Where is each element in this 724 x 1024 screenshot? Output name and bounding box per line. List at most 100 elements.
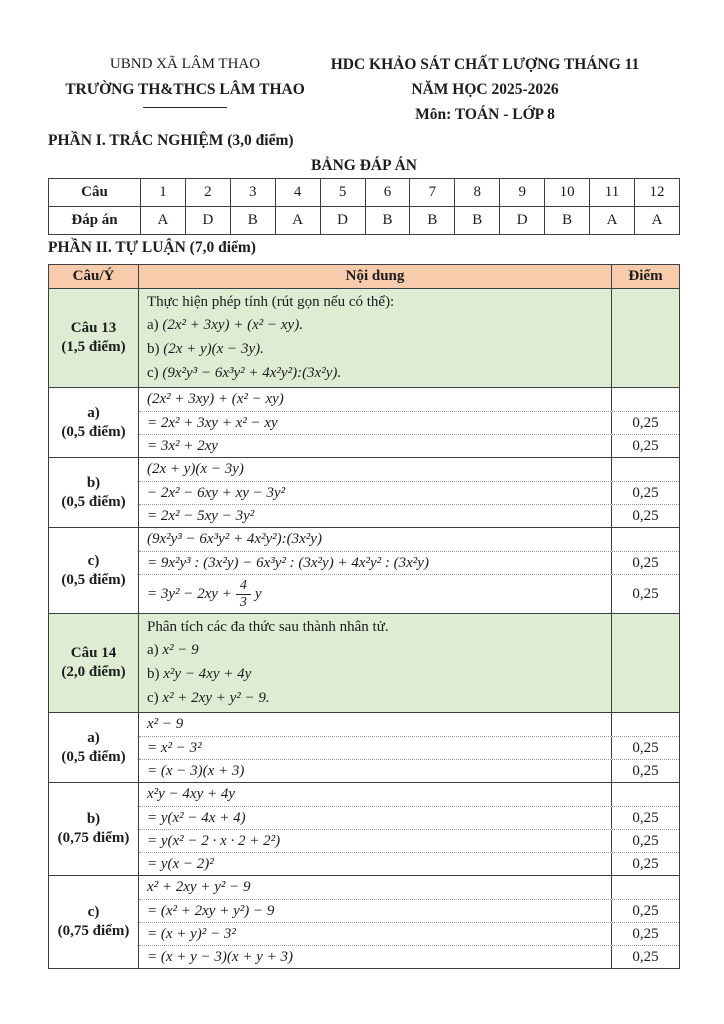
question-number-cell: 4 [274,178,321,207]
header-left: UBND XÃ LÂM THAO TRƯỜNG TH&THCS LÂM THAO [50,52,320,108]
math-expression: y [254,585,262,602]
math-expression: = 2x² − 5xy − 3y² [147,507,255,524]
question-line: b) (2x + y)(x − 3y). [147,337,605,361]
math-expression: = x² − 3² [147,739,202,756]
math-expression: (2x² + 3xy) + (x² − xy). [162,317,303,333]
question-label-line: Câu 14 [70,645,117,661]
block-body: x² + 2xy + y² − 9 = (x² + 2xy + y²) − 9 0,… [139,876,679,968]
question-label: b) (0,5 điểm) [49,458,139,527]
question-number-cell: 6 [364,178,411,207]
answer-letter-cell: A [589,206,635,235]
solution-step-row: x²y − 4xy + 4y [139,783,679,806]
question-number-cell: 5 [319,178,366,207]
solution-step-row: = (x − 3)(x + 3) 0,25 [139,759,679,782]
answer-block: c) (0,75 điểm) x² + 2xy + y² − 9 = (x² + 2x… [49,875,679,968]
org-name: UBND XÃ LÂM THAO [109,56,261,72]
point-value: 0,25 [611,807,679,829]
question-row: Thực hiện phép tính (rút gọn nếu có thể)… [139,289,679,387]
block-body: x²y − 4xy + 4y = y(x² − 4x + 4) 0,25 = y(x²… [139,783,679,875]
school-year: NĂM HỌC 2025-2026 [411,81,559,98]
answer-letter-cell: B [454,206,501,235]
solution-step-row: (2x + y)(x − 3y) [139,458,679,481]
point-value [611,713,679,736]
answer-letter-cell: A [633,206,681,235]
solution-step-row: = (x + y)² − 3² 0,25 [139,922,679,945]
math-expression: (2x² + 3xy) + (x² − xy) [147,391,284,407]
solution-table: Câu/Ý Nội dung Điểm Câu 13 (1,5 điểm) Thực… [48,264,680,969]
answer-letter-cell: D [319,206,366,235]
solution-step: = y(x² − 2 · x · 2 + 2²) [139,830,611,852]
solution-step-row: (2x² + 3xy) + (x² − xy) [139,388,679,411]
question-item-label: a) [147,642,163,658]
question-content: Phân tích các đa thức sau thành nhân tử.… [139,614,611,712]
solution-step: = y(x − 2)² [139,853,611,875]
question-number-cell: 9 [499,178,546,207]
table-row: Câu 1 2 3 4 5 6 7 8 9 10 11 12 [48,178,681,207]
solution-step-row: = x² − 3² 0,25 [139,736,679,759]
answer-block: b) (0,75 điểm) x²y − 4xy + 4y = y(x² − 4x +… [49,782,679,875]
math-expression: x² − 9 [147,716,184,732]
answer-block: c) (0,5 điểm) (9x²y³ − 6x³y² + 4x²y²):(3x²… [49,527,679,613]
solution-step: (2x + y)(x − 3y) [139,458,611,481]
point-value [611,876,679,899]
question-item-label: b) [147,341,164,357]
math-expression: x²y − 4xy + 4y [147,786,236,802]
math-expression: x² + 2xy + y² − 9. [162,690,270,706]
question-block: Câu 14 (2,0 điểm) Phân tích các đa thức sa… [49,613,679,712]
question-label: Câu 14 (2,0 điểm) [49,614,139,712]
math-expression: x² + 2xy + y² − 9 [147,879,251,895]
fraction-denominator: 3 [239,595,247,610]
question-number-cell: 10 [544,178,591,207]
question-block: Câu 13 (1,5 điểm) Thực hiện phép tính (rút… [49,288,679,387]
question-label-line: c) [87,552,100,569]
answer-letter-cell: A [140,206,186,235]
question-line: b) x²y − 4xy + 4y [147,662,605,686]
header-divider [143,107,227,108]
question-number-cell: 7 [409,178,456,207]
math-expression: − 2x² − 6xy + xy − 3y² [147,484,286,501]
part1-title: PHẦN I. TRẮC NGHIỆM (3,0 điểm) [48,132,294,149]
question-label: a) (0,5 điểm) [49,713,139,782]
solution-step: = (x + y)² − 3² [139,923,611,945]
column-header-diem: Điểm [611,265,679,288]
solution-step: = 3y² − 2xy +4 3 y [139,575,611,613]
question-label-line: (0,5 điểm) [61,423,126,440]
block-body: (2x² + 3xy) + (x² − xy) = 2x² + 3xy + x² … [139,388,679,457]
question-line: a) (2x² + 3xy) + (x² − xy). [147,313,605,337]
question-line: a) x² − 9 [147,638,605,662]
math-expression: = y(x² − 2 · x · 2 + 2²) [147,832,281,849]
subject-line: Môn: TOÁN - LỚP 8 [415,106,555,123]
header-right: HDC KHẢO SÁT CHẤT LƯỢNG THÁNG 11 NĂM HỌC… [325,52,645,127]
question-number-cell: 8 [454,178,501,207]
answer-letter-cell: B [229,206,276,235]
question-line: Thực hiện phép tính (rút gọn nếu có thể)… [147,291,605,313]
question-label: c) (0,5 điểm) [49,528,139,613]
answer-block: a) (0,5 điểm) (2x² + 3xy) + (x² − xy) = 2x²… [49,387,679,457]
solution-step: = (x² + 2xy + y²) − 9 [139,900,611,922]
math-expression: = y(x − 2)² [147,855,214,872]
solution-step: x² + 2xy + y² − 9 [139,876,611,899]
school-name: TRƯỜNG TH&THCS LÂM THAO [65,81,305,98]
solution-step: = (x − 3)(x + 3) [139,760,611,782]
math-expression: = 3y² − 2xy + [147,585,232,602]
math-expression: = 2x² + 3xy + x² − xy [147,414,278,431]
row-label: Câu [48,178,141,207]
point-value [611,458,679,481]
math-expression: = 3x² + 2xy [147,437,218,454]
math-expression: (2x + y)(x − 3y). [163,341,264,357]
question-label-line: (0,5 điểm) [61,493,126,510]
math-expression: (9x²y³ − 6x³y² + 4x²y²):(3x²y) [147,531,322,547]
question-row: Phân tích các đa thức sau thành nhân tử.… [139,614,679,712]
solution-step: = (x + y − 3)(x + y + 3) [139,946,611,968]
block-body: (9x²y³ − 6x³y² + 4x²y²):(3x²y) = 9x²y³ : … [139,528,679,613]
answer-letter-cell: D [184,206,231,235]
question-number-cell: 2 [184,178,231,207]
math-expression: = (x + y − 3)(x + y + 3) [147,948,293,965]
math-expression: = 9x²y³ : (3x²y) − 6x³y² : (3x²y) + 4x²y… [147,554,429,571]
solution-step: = 9x²y³ : (3x²y) − 6x³y² : (3x²y) + 4x²y… [139,552,611,574]
question-line: c) (9x²y³ − 6x³y² + 4x²y²):(3x²y). [147,361,605,385]
question-label-line: b) [86,474,101,491]
question-item-label: c) [147,690,163,706]
